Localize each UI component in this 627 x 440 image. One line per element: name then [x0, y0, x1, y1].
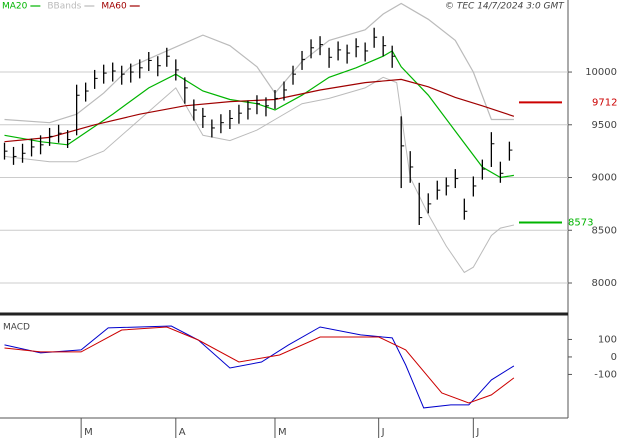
y-tick-label: -100 — [594, 369, 617, 380]
legend-label: BBands — [47, 2, 81, 12]
panel-title: MACD — [3, 323, 30, 333]
y-tick-label: 100 — [598, 334, 617, 345]
ma-line — [4, 50, 514, 179]
legend-label: MA60 — [101, 2, 127, 12]
y-tick-label: 8500 — [592, 225, 617, 236]
legend-label: MA20 — [2, 2, 28, 12]
y-tick-label: 10000 — [585, 67, 617, 78]
y-tick-label: 8000 — [592, 278, 617, 289]
y-tick-label: 0 — [611, 352, 617, 363]
x-tick-label: J — [381, 427, 385, 438]
ma-line — [4, 78, 515, 143]
y-tick-label: 9000 — [592, 173, 617, 184]
ma-line — [4, 2, 514, 124]
macd-line — [4, 325, 515, 409]
y-tick-label: 9500 — [592, 120, 617, 131]
level-label: 8573 — [568, 218, 593, 229]
band-line — [4, 76, 515, 274]
level-label: 9712 — [592, 97, 617, 108]
annotation: © TEC 14/7/2024 3:0 GMT — [445, 2, 565, 12]
x-tick-label: J — [475, 427, 479, 438]
x-tick-label: M — [278, 427, 287, 438]
macd-line — [4, 326, 515, 404]
x-tick-label: A — [179, 427, 186, 438]
x-tick-label: M — [84, 427, 93, 438]
